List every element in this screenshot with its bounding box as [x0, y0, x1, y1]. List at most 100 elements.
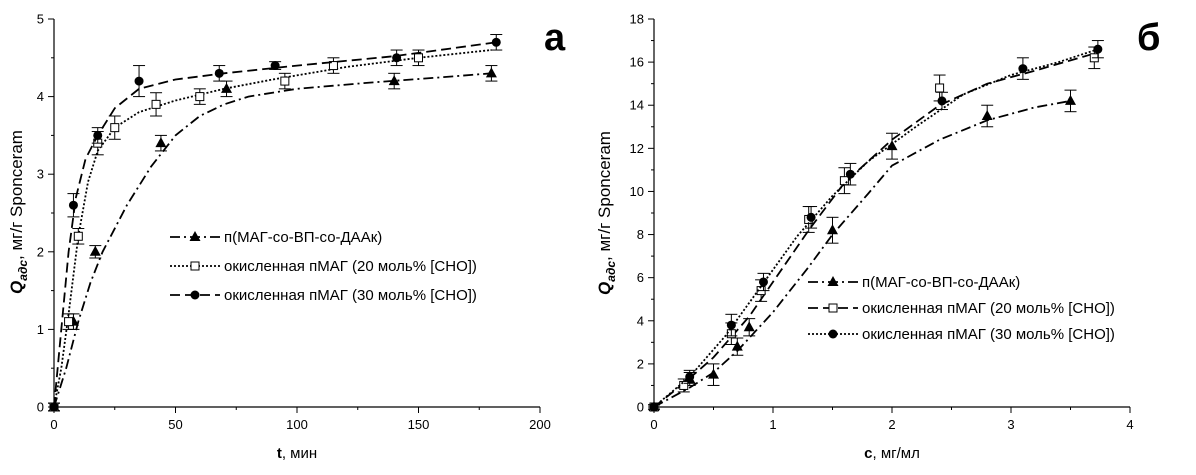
x-axis-label-var: c: [864, 445, 872, 462]
y-tick-label: 2: [37, 244, 44, 259]
legend-label: окисленная пМАГ (30 моль% [CHO]): [224, 287, 477, 304]
data-point: [485, 67, 497, 78]
legend-marker: [189, 231, 201, 241]
legend-label: окисленная пМАГ (20 моль% [CHO]): [862, 300, 1115, 317]
y-axis-label-rest: , мг/г Sponceram: [595, 131, 614, 261]
series-line: [653, 100, 1071, 408]
y-axis-label: Qадс, мг/г Sponceram: [595, 131, 618, 295]
data-point: [49, 402, 59, 412]
x-tick-label: 100: [286, 417, 308, 432]
data-point: [93, 130, 103, 140]
y-tick-label: 3: [37, 167, 44, 182]
data-point: [388, 75, 400, 86]
data-point: [110, 123, 120, 133]
legend-label: окисленная пМАГ (30 моль% [CHO]): [862, 326, 1115, 343]
data-point: [89, 245, 101, 256]
x-axis-label-unit: , мин: [282, 445, 317, 462]
data-point: [155, 137, 167, 148]
y-axis-label-main: Q: [595, 282, 614, 295]
data-point: [270, 61, 280, 71]
data-point: [73, 231, 83, 241]
y-tick-label: 4: [637, 313, 644, 328]
data-point: [1065, 94, 1076, 105]
data-point: [134, 76, 144, 86]
data-point: [839, 176, 849, 186]
x-tick-label: 200: [529, 417, 551, 432]
series-line: [53, 72, 492, 408]
y-axis-label-main: Q: [7, 281, 26, 294]
data-point: [981, 110, 993, 120]
legend-label: п(МАГ-со-ВП-со-ДААк): [862, 274, 1020, 291]
data-point: [708, 368, 719, 379]
data-point: [68, 200, 78, 210]
y-tick-label: 0: [637, 400, 644, 415]
y-axis-label: Qадс, мг/г Sponceram: [7, 130, 30, 294]
legend: п(МАГ-со-ВП-со-ДААк) окисленная пМАГ (20 …: [808, 274, 1115, 343]
data-point: [827, 224, 838, 235]
data-point: [937, 96, 947, 106]
legend: п(МАГ-со-ВП-со-ДААк) окисленная пМАГ (20 …: [170, 229, 477, 304]
legend-marker: [828, 329, 838, 339]
x-tick-label: 3: [1007, 417, 1014, 432]
legend-label: окисленная пМАГ (20 моль% [CHO]): [224, 258, 477, 275]
x-tick-label: 1: [769, 417, 776, 432]
data-point: [758, 277, 768, 287]
data-point: [806, 212, 816, 222]
x-axis-label-unit: , мг/мл: [872, 445, 919, 462]
panel-letter: б: [1137, 17, 1160, 59]
y-tick-label: 2: [637, 356, 644, 371]
y-axis-label-rest: , мг/г Sponceram: [7, 130, 26, 260]
legend-label: п(МАГ-со-ВП-со-ДААк): [224, 229, 382, 246]
y-tick-label: 0: [37, 400, 44, 415]
data-point: [886, 140, 898, 151]
chart-panel-a: 0 50 100 150 200 0 1 2 3 4 5 а t, мин Qадс, мг/г Spon…: [7, 12, 566, 463]
x-tick-label: 150: [408, 417, 430, 432]
series-2: [648, 46, 1101, 412]
series-1: [648, 89, 1077, 411]
series-line: [653, 48, 1099, 408]
data-point: [935, 83, 945, 93]
x-tick-label: 50: [168, 417, 182, 432]
data-point: [679, 380, 689, 390]
x-axis-label-var: t: [277, 445, 282, 462]
y-tick-label: 18: [630, 12, 644, 27]
y-tick-label: 4: [37, 89, 44, 104]
series-3: [648, 40, 1104, 412]
data-point: [685, 372, 695, 382]
series-line: [653, 52, 1095, 408]
y-tick-label: 10: [630, 184, 644, 199]
data-point: [151, 99, 161, 109]
data-point: [214, 68, 224, 78]
x-tick-label: 0: [50, 417, 57, 432]
data-point: [392, 53, 402, 63]
data-point: [845, 169, 855, 179]
data-point: [195, 92, 205, 102]
data-point: [280, 76, 290, 86]
y-tick-label: 8: [637, 227, 644, 242]
x-axis-label: c, мг/мл: [864, 445, 920, 462]
x-tick-label: 2: [888, 417, 895, 432]
y-tick-label: 14: [630, 98, 644, 113]
y-tick-label: 5: [37, 12, 44, 27]
series-2: [48, 49, 492, 412]
data-point: [1093, 44, 1103, 54]
y-tick-label: 12: [630, 141, 644, 156]
series-3: [48, 34, 503, 412]
y-tick-label: 1: [37, 322, 44, 337]
data-point: [328, 61, 338, 71]
data-point: [649, 402, 659, 412]
panel-letter: а: [544, 17, 566, 59]
legend-marker: [190, 261, 200, 271]
x-tick-label: 4: [1126, 417, 1133, 432]
data-point: [491, 37, 501, 47]
data-point: [731, 340, 743, 351]
x-axis-label: t, мин: [277, 445, 317, 462]
y-tick-label: 16: [630, 55, 644, 70]
y-axis-label-sub: адс: [604, 261, 618, 282]
legend-marker: [827, 276, 839, 286]
data-point: [743, 321, 755, 332]
data-point: [1018, 64, 1028, 74]
